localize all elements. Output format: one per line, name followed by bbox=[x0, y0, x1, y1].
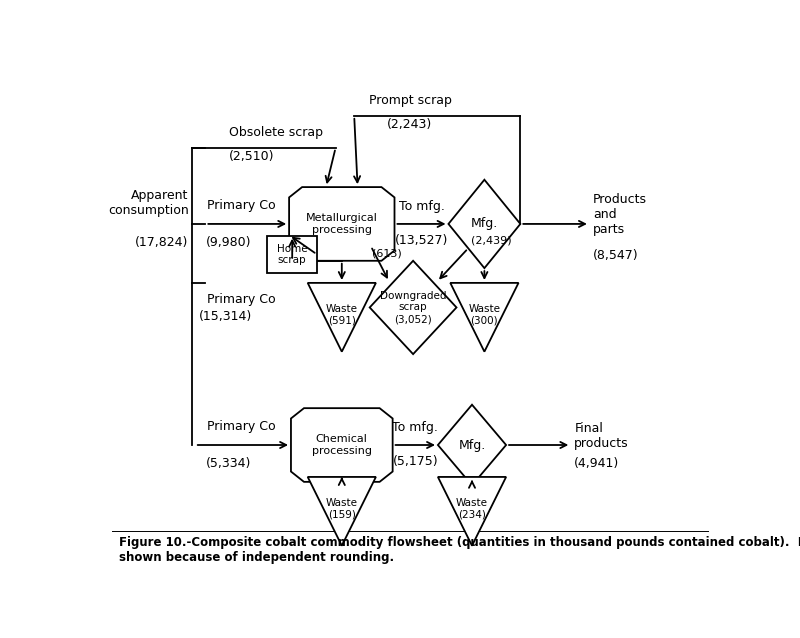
Polygon shape bbox=[449, 180, 520, 268]
Text: (2,243): (2,243) bbox=[387, 118, 433, 131]
Text: Mfg.: Mfg. bbox=[458, 438, 486, 452]
Text: Prompt scrap: Prompt scrap bbox=[369, 94, 451, 107]
Text: Mfg.: Mfg. bbox=[470, 218, 498, 230]
Text: (9,980): (9,980) bbox=[206, 236, 252, 249]
Bar bbox=[267, 235, 317, 273]
Text: Figure 10.-Composite cobalt commodity flowsheet (quantities in thousand pounds c: Figure 10.-Composite cobalt commodity fl… bbox=[118, 536, 800, 564]
Text: Waste
(159): Waste (159) bbox=[326, 498, 358, 520]
Text: Products
and
parts: Products and parts bbox=[593, 193, 647, 235]
Polygon shape bbox=[450, 283, 518, 352]
Text: (5,175): (5,175) bbox=[393, 455, 438, 468]
Polygon shape bbox=[438, 477, 506, 545]
Text: To mfg.: To mfg. bbox=[398, 200, 445, 213]
Text: Downgraded
scrap
(3,052): Downgraded scrap (3,052) bbox=[380, 291, 446, 324]
Text: (5,334): (5,334) bbox=[206, 457, 252, 470]
Text: (13,527): (13,527) bbox=[394, 234, 448, 247]
Polygon shape bbox=[308, 283, 376, 352]
Text: Final
products: Final products bbox=[574, 422, 629, 450]
Text: Home
scrap: Home scrap bbox=[277, 244, 307, 265]
Text: (2,439): (2,439) bbox=[471, 236, 512, 246]
Text: Waste
(591): Waste (591) bbox=[326, 304, 358, 325]
Text: Metallurgical
processing: Metallurgical processing bbox=[306, 213, 378, 235]
Text: Waste
(234): Waste (234) bbox=[456, 498, 488, 520]
Text: Obsolete scrap: Obsolete scrap bbox=[229, 126, 323, 139]
Polygon shape bbox=[289, 187, 394, 261]
Polygon shape bbox=[291, 408, 393, 482]
Polygon shape bbox=[370, 261, 457, 354]
Text: Primary Co: Primary Co bbox=[207, 293, 276, 306]
Text: Primary Co: Primary Co bbox=[207, 420, 276, 433]
Text: (613): (613) bbox=[372, 249, 402, 258]
Text: Apparent
consumption: Apparent consumption bbox=[108, 189, 189, 217]
Text: (17,824): (17,824) bbox=[135, 236, 189, 249]
Polygon shape bbox=[438, 404, 506, 486]
Text: Chemical
processing: Chemical processing bbox=[312, 434, 372, 456]
Text: To mfg.: To mfg. bbox=[392, 421, 438, 434]
Text: Waste
(300): Waste (300) bbox=[469, 304, 501, 325]
Text: (4,941): (4,941) bbox=[574, 457, 619, 470]
Polygon shape bbox=[308, 477, 376, 545]
Text: (2,510): (2,510) bbox=[229, 150, 274, 163]
Text: Primary Co: Primary Co bbox=[207, 198, 276, 212]
Text: (8,547): (8,547) bbox=[593, 249, 638, 262]
Text: (15,314): (15,314) bbox=[199, 310, 253, 323]
